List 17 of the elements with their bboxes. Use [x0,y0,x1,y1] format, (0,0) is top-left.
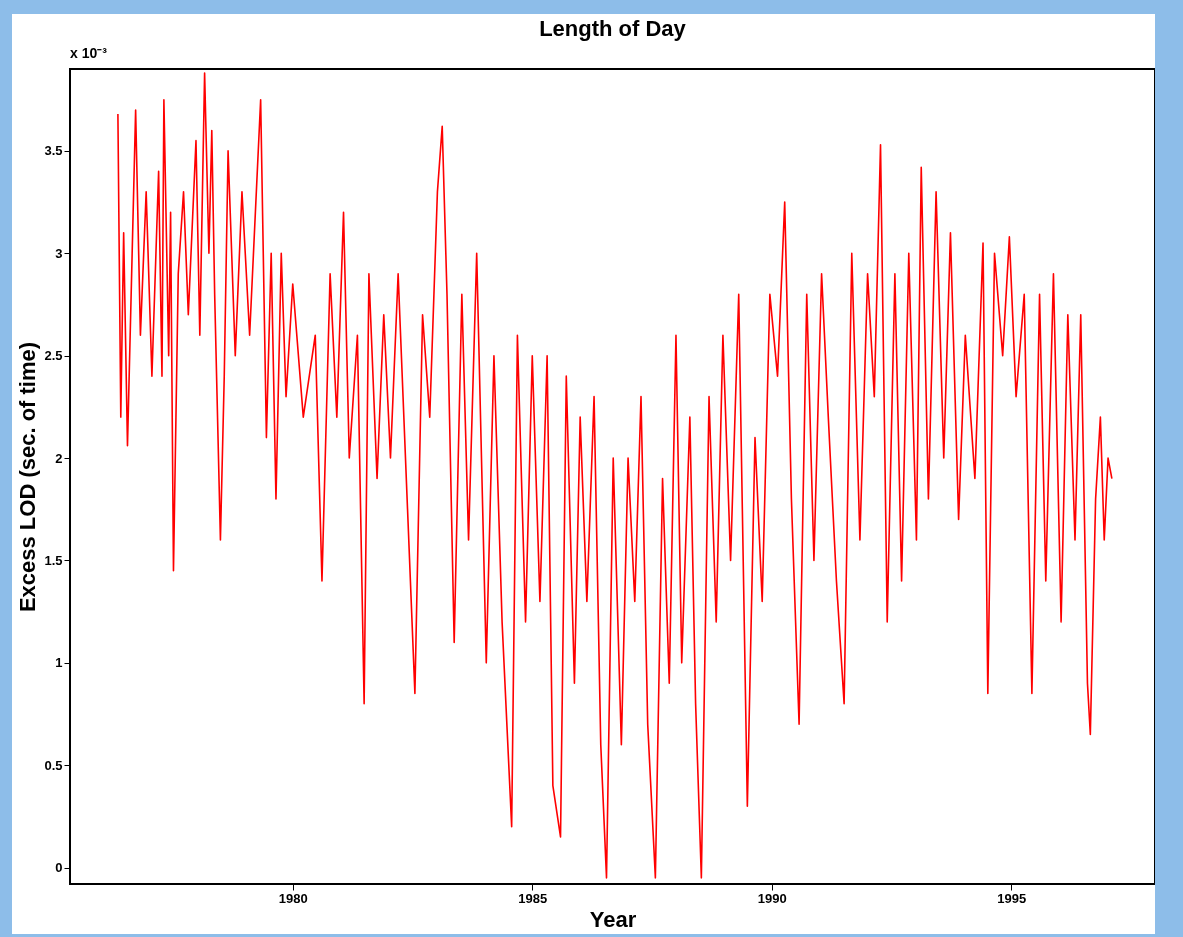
line-series [117,72,1113,879]
y-tick-label: 1 [55,655,63,671]
y-tick-label: 0 [55,860,63,876]
text: x 10⁻³ [70,45,108,61]
x-tick-label: 1995 [997,890,1027,906]
y-axis-title: Excess LOD (sec. of time) [15,341,41,613]
x-tick-label: 1990 [757,890,787,906]
y-tick-label: 2 [55,450,63,466]
y-tick-label: 2.5 [44,348,63,364]
x-tick-label: 1980 [278,890,308,906]
x-axis-title: Year [589,906,637,932]
y-tick-label: 3.5 [44,143,63,159]
x-tick-label: 1985 [518,890,548,906]
y-tick-label: 3 [55,245,63,261]
y-tick-label: 0.5 [44,757,63,773]
y-tick-label: 1.5 [44,552,63,568]
chart-title: Length of Day [539,16,687,41]
